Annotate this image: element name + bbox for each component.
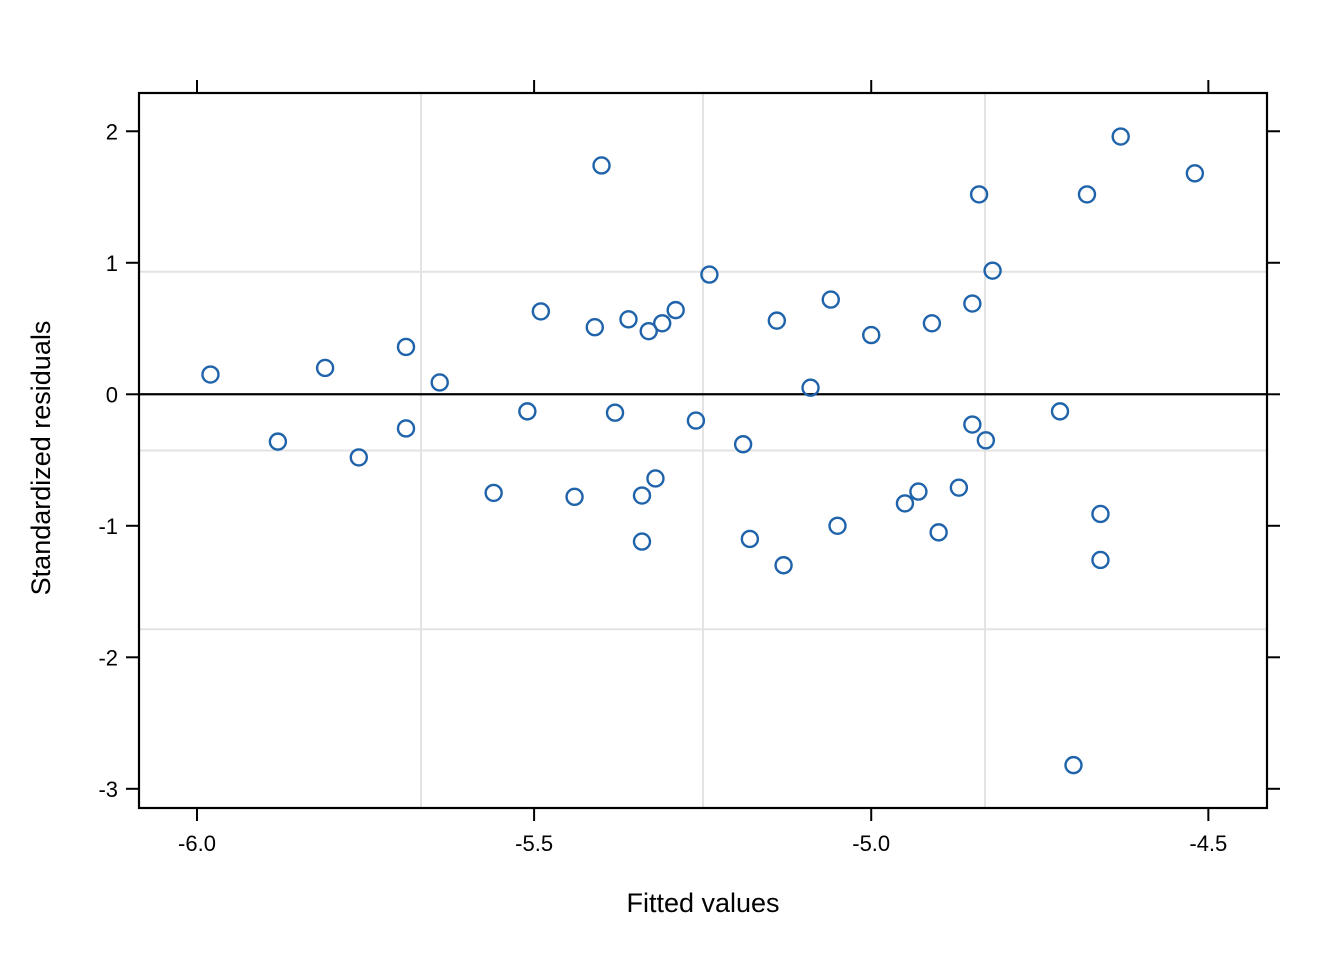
- data-point: [1050, 402, 1070, 421]
- data-point: [484, 483, 503, 503]
- data-point: [929, 523, 948, 542]
- data-point: [1185, 164, 1205, 183]
- data-point: [605, 403, 625, 422]
- data-point: [632, 486, 652, 505]
- data-point: [828, 516, 847, 535]
- grid-lines: [139, 93, 1267, 808]
- x-tick-label: -4.5: [1189, 831, 1227, 856]
- data-point: [653, 314, 672, 333]
- panel-border: [137, 91, 1269, 810]
- y-tick-label: -1: [98, 514, 118, 539]
- data-point: [774, 556, 793, 575]
- data-point: [740, 529, 760, 549]
- data-points: [201, 127, 1205, 775]
- data-point: [700, 265, 719, 284]
- data-point: [963, 294, 982, 313]
- data-point: [396, 419, 416, 438]
- y-tick-label: -3: [98, 777, 118, 802]
- x-tick-label: -5.5: [515, 831, 553, 856]
- data-point: [1064, 755, 1083, 775]
- data-point: [619, 310, 638, 329]
- data-point: [268, 432, 288, 451]
- data-point: [565, 487, 584, 507]
- data-point: [963, 415, 982, 434]
- data-point: [592, 156, 611, 175]
- data-point: [976, 431, 996, 450]
- data-point: [686, 411, 706, 430]
- data-point: [862, 325, 881, 345]
- data-point: [315, 358, 335, 378]
- data-point: [949, 478, 969, 497]
- data-point: [531, 302, 551, 321]
- data-point: [733, 435, 753, 454]
- data-point: [396, 337, 416, 357]
- y-axis-title: Standardized residuals: [26, 321, 56, 596]
- data-point: [585, 318, 604, 337]
- x-axis-title: Fitted values: [626, 888, 779, 918]
- x-tick-label: -6.0: [178, 831, 216, 856]
- x-tick-label: -5.0: [852, 831, 890, 856]
- data-point: [969, 185, 989, 204]
- data-point: [767, 311, 787, 330]
- data-point: [821, 290, 840, 309]
- data-point: [632, 532, 652, 551]
- data-point: [1111, 127, 1130, 146]
- y-tick-label: 1: [106, 251, 118, 276]
- data-point: [646, 469, 665, 488]
- axis-ticks: [126, 80, 1280, 821]
- data-point: [983, 261, 1002, 280]
- data-point: [639, 321, 658, 341]
- data-point: [801, 378, 820, 397]
- data-point: [909, 482, 928, 501]
- data-point: [430, 373, 449, 392]
- y-tick-label: 2: [106, 119, 118, 144]
- data-point: [1091, 550, 1110, 570]
- data-point: [518, 402, 537, 421]
- plot-frame: [137, 91, 1269, 810]
- y-tick-label: -2: [98, 645, 118, 670]
- data-point: [1077, 185, 1097, 204]
- data-point: [666, 300, 685, 320]
- data-point: [1091, 504, 1110, 524]
- data-point: [895, 494, 915, 513]
- data-point: [201, 365, 220, 384]
- data-point: [349, 448, 369, 467]
- y-tick-label: 0: [106, 382, 118, 407]
- axis-tick-labels: -6.0 -5.5 -5.0 -4.5 2 1 0 -1 -2 -3: [98, 119, 1227, 856]
- data-point: [922, 314, 942, 333]
